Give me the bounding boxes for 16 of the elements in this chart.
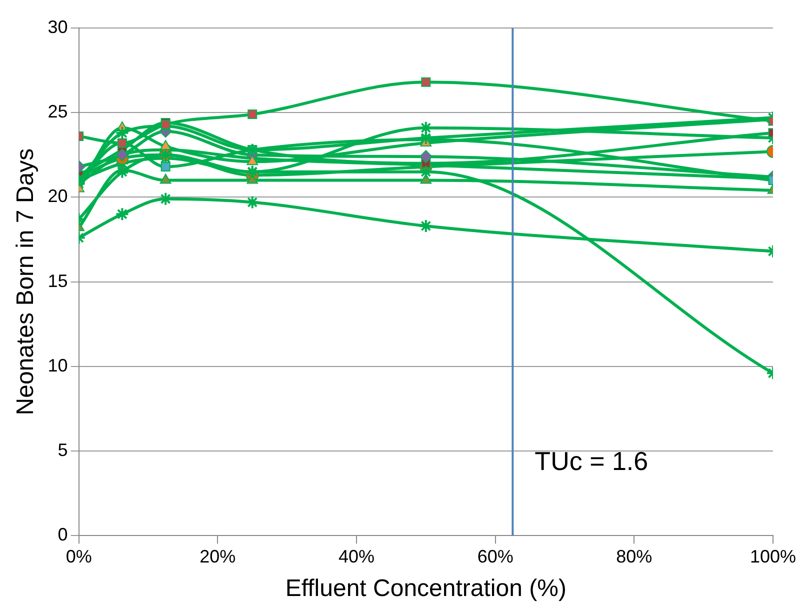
y-tick-label: 30: [48, 16, 68, 37]
y-tick-label: 20: [48, 186, 68, 206]
x-tick-label: 40%: [338, 546, 375, 566]
x-axis-title: Effluent Concentration (%): [285, 575, 566, 602]
y-tick-label: 15: [48, 270, 68, 291]
x-tick-label: 0%: [66, 546, 92, 566]
x-tick-label: 100%: [750, 546, 796, 566]
x-tick-label: 20%: [200, 546, 236, 566]
y-tick-label: 0: [58, 524, 68, 545]
x-tick-label: 80%: [616, 546, 652, 566]
y-axis-title: Neonates Born in 7 Days: [12, 148, 40, 416]
x-tick-label: 60%: [477, 546, 514, 566]
y-tick-label: 10: [48, 355, 68, 376]
y-tick-label: 5: [58, 440, 68, 460]
y-tick-label: 25: [48, 102, 68, 122]
annotation: TUc = 1.6: [534, 446, 648, 476]
